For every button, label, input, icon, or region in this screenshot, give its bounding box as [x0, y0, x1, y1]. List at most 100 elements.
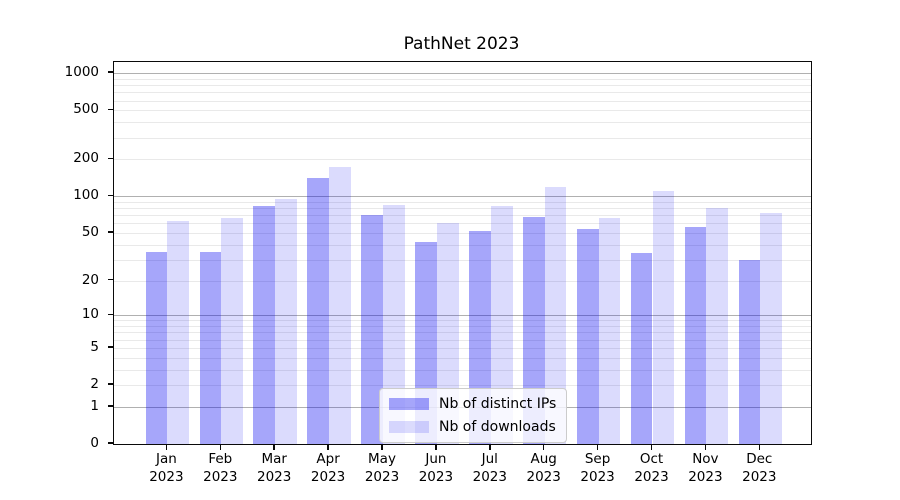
bar-downloads: [706, 208, 729, 444]
y-tick-label: 5: [90, 338, 99, 355]
x-tick-mark: [327, 444, 329, 450]
bar-distinct-ips: [361, 215, 383, 444]
y-tick-mark: [108, 405, 113, 407]
legend-label-distinct-ips: Nb of distinct IPs: [439, 396, 557, 412]
x-tick-mark: [489, 444, 491, 450]
y-tick-mark: [108, 383, 113, 385]
gridline-minor: [114, 208, 811, 210]
gridline-minor: [114, 85, 811, 87]
gridline-minor: [114, 232, 811, 234]
gridline-minor: [114, 280, 811, 282]
y-tick-label: 100: [73, 187, 99, 204]
gridline-minor: [114, 110, 811, 112]
bar-downloads: [275, 199, 297, 444]
y-tick-label: 2: [90, 376, 99, 393]
y-tick-label: 200: [73, 150, 99, 167]
x-tick-label: Oct 2023: [634, 451, 669, 485]
x-tick-mark: [219, 444, 222, 450]
x-tick-mark: [704, 444, 707, 450]
y-tick-label: 1000: [64, 64, 99, 81]
gridline-minor: [114, 159, 811, 161]
gridline-minor: [114, 215, 811, 217]
bar-downloads: [383, 204, 405, 444]
y-tick-mark: [108, 108, 113, 111]
y-tick-mark: [108, 71, 113, 73]
gridline-major: [114, 73, 811, 75]
y-tick-mark: [108, 157, 113, 160]
x-tick-label: May 2023: [364, 451, 400, 485]
bar-downloads: [544, 186, 567, 444]
legend-item-downloads: Nb of downloads: [389, 419, 556, 435]
bar-distinct-ips: [199, 251, 222, 444]
gridline-minor: [114, 369, 811, 371]
bar-distinct-ips: [576, 228, 599, 444]
gridline-minor: [114, 100, 811, 102]
gridline-minor: [114, 78, 811, 80]
gridline-minor: [114, 92, 811, 94]
gridline-major: [114, 196, 811, 198]
x-tick-label: Aug 2023: [526, 451, 561, 485]
x-tick-mark: [650, 444, 653, 450]
x-tick-mark: [435, 444, 437, 450]
x-tick-mark: [165, 444, 168, 450]
y-tick-label: 0: [90, 435, 99, 451]
gridline-minor: [114, 357, 811, 359]
x-tick-mark: [542, 444, 545, 450]
bar-downloads: [490, 206, 513, 444]
bar-downloads: [652, 191, 675, 444]
x-tick-mark: [273, 444, 275, 450]
gridline-minor: [114, 223, 811, 225]
gridline-major: [114, 315, 811, 317]
legend-item-distinct-ips: Nb of distinct IPs: [389, 396, 556, 412]
bar-distinct-ips: [522, 216, 545, 444]
y-tick-mark: [108, 231, 113, 233]
gridline-minor: [114, 320, 811, 322]
y-tick-mark: [108, 278, 113, 281]
x-tick-label: Jan 2023: [149, 451, 184, 485]
gridline-minor: [114, 339, 811, 341]
y-tick-mark: [108, 442, 113, 444]
x-tick-label: Feb 2023: [203, 451, 238, 485]
bar-distinct-ips: [253, 206, 276, 444]
bar-downloads: [221, 218, 244, 444]
plot-area: Nb of distinct IPs Nb of downloads: [113, 61, 812, 445]
y-tick-label: 10: [81, 306, 99, 323]
bar-distinct-ips: [307, 178, 330, 444]
gridline-minor: [114, 332, 811, 334]
x-tick-mark: [596, 444, 599, 450]
bar-distinct-ips: [738, 259, 761, 444]
gridline-minor: [114, 326, 811, 328]
x-tick-label: Sep 2023: [580, 451, 615, 485]
x-tick-label: Jun 2023: [418, 451, 454, 485]
y-tick-mark: [108, 194, 113, 197]
x-tick-label: Dec 2023: [742, 451, 777, 485]
x-tick-label: Apr 2023: [310, 451, 346, 485]
gridline-minor: [114, 122, 811, 124]
bar-downloads: [329, 166, 351, 444]
bar-downloads: [760, 213, 783, 444]
legend-label-downloads: Nb of downloads: [439, 419, 556, 435]
x-tick-mark: [758, 444, 761, 450]
bar-distinct-ips: [630, 253, 653, 444]
bar-downloads: [598, 217, 621, 444]
legend-swatch-downloads: [389, 421, 429, 433]
y-tick-label: 50: [81, 223, 99, 240]
bar-distinct-ips: [684, 227, 707, 444]
y-tick-mark: [108, 313, 113, 316]
bar-distinct-ips: [145, 251, 168, 444]
y-tick-label: 20: [81, 271, 99, 288]
chart-title: PathNet 2023: [403, 34, 520, 54]
y-tick-label: 1: [90, 397, 99, 414]
gridline-minor: [114, 201, 811, 203]
gridline-minor: [114, 259, 811, 261]
gridline-minor: [114, 244, 811, 246]
legend-swatch-distinct-ips: [389, 398, 429, 410]
x-tick-label: Jul 2023: [472, 451, 507, 485]
legend: Nb of distinct IPs Nb of downloads: [379, 388, 568, 443]
x-tick-label: Mar 2023: [257, 451, 292, 485]
x-tick-label: Nov 2023: [688, 451, 723, 485]
gridline-minor: [114, 347, 811, 349]
y-tick-label: 500: [73, 101, 99, 118]
y-tick-mark: [108, 346, 113, 348]
